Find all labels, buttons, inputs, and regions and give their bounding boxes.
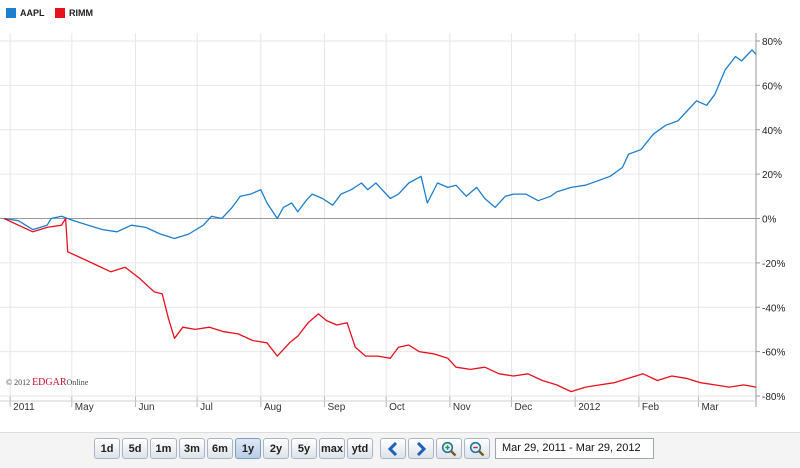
range-button-1y[interactable]: 1y (235, 438, 261, 459)
previous-period-button[interactable] (380, 438, 406, 459)
chevron-right-icon (416, 441, 427, 456)
x-tick-label: May (75, 402, 94, 413)
x-tick-label: Jul (200, 402, 213, 413)
legend-label-aapl: AAPL (20, 8, 45, 18)
range-button-3m[interactable]: 3m (179, 438, 205, 459)
legend-item-rimm[interactable]: RIMM (55, 8, 93, 18)
range-button-1m[interactable]: 1m (150, 438, 177, 459)
y-tick-label: -60% (762, 348, 785, 359)
zoom-out-icon (469, 441, 485, 456)
x-tick-label: 2011 (13, 402, 35, 413)
x-tick-label: Feb (642, 402, 660, 413)
x-tick-label: Mar (701, 402, 719, 413)
chevron-left-icon (387, 441, 398, 456)
watermark-prefix: © 2012 (6, 378, 33, 387)
x-tick-label: Jun (138, 402, 154, 413)
zoom-in-icon (441, 441, 457, 456)
y-tick-label: 20% (762, 170, 782, 181)
range-button-6m[interactable]: 6m (207, 438, 233, 459)
y-tick-label: 80% (762, 37, 782, 48)
x-tick-label: Dec (514, 402, 532, 413)
range-button-5y[interactable]: 5y (291, 438, 317, 459)
y-tick-label: 40% (762, 126, 782, 137)
watermark-suffix: Online (66, 378, 89, 387)
zoom-out-button[interactable] (464, 438, 490, 459)
x-tick-label: Oct (389, 402, 405, 413)
line-chart: 2011 May Jun Jul Aug Sep Oct Nov Dec 2012 Feb Mar 80… (0, 33, 785, 413)
series-line-aapl (3, 49, 757, 240)
next-period-button[interactable] (408, 438, 434, 459)
range-button-5d[interactable]: 5d (122, 438, 148, 459)
range-button-ytd[interactable]: ytd (347, 438, 373, 459)
date-range-field[interactable]: Mar 29, 2011 - Mar 29, 2012 (495, 438, 654, 459)
y-tick-label: 0% (762, 215, 777, 226)
watermark-brand: EDGAR (32, 377, 67, 388)
y-tick-label: 60% (762, 81, 782, 92)
range-button-2y[interactable]: 2y (263, 438, 289, 459)
range-button-max[interactable]: max (319, 438, 345, 459)
chart-toolbar: 1d 5d 1m 3m 6m 1y 2y 5y max ytd Mar 29, … (0, 432, 800, 468)
edgar-online-watermark: © 2012 EDGAROnline (6, 377, 88, 388)
y-tick-label: -20% (762, 259, 785, 270)
range-button-1d[interactable]: 1d (94, 438, 120, 459)
zoom-in-button[interactable] (436, 438, 462, 459)
x-tick-label: Nov (453, 402, 471, 413)
legend-swatch-rimm (55, 8, 65, 18)
x-tick-label: 2012 (578, 402, 601, 413)
y-tick-label: -80% (762, 392, 785, 403)
x-tick-label: Sep (328, 402, 346, 413)
x-tick-label: Aug (264, 402, 282, 413)
legend-swatch-aapl (6, 8, 16, 18)
legend-label-rimm: RIMM (69, 8, 93, 18)
y-tick-label: -40% (762, 303, 785, 314)
series-line-rimm (3, 217, 757, 393)
legend-item-aapl[interactable]: AAPL (6, 8, 45, 18)
